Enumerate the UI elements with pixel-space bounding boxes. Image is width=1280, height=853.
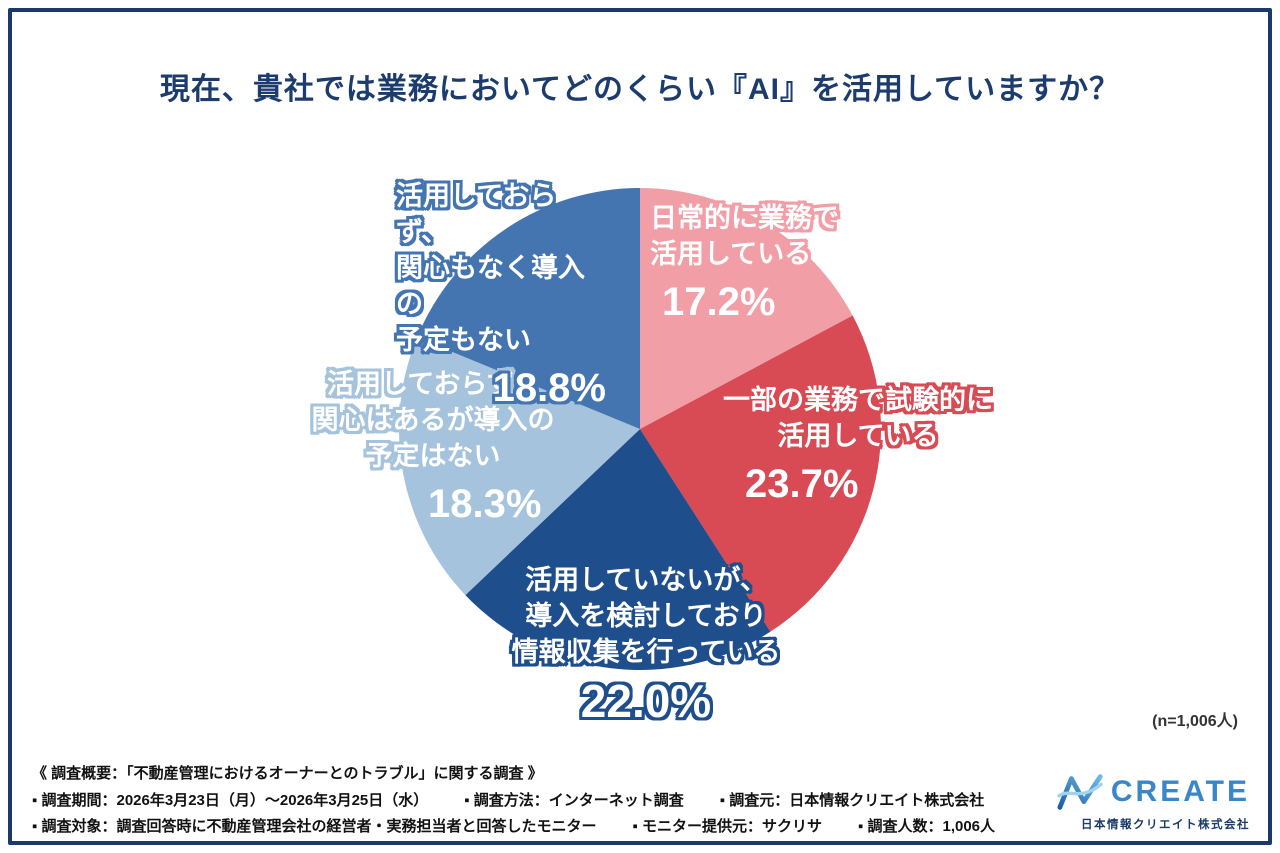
label-line: 活用しておらず、: [327, 369, 539, 399]
label-line: 一部の業務で試験的に: [723, 385, 993, 415]
pie-label-considering-text: 活用していないが、 導入を検討しており 情報収集を行っている: [490, 562, 802, 670]
survey-source: ▪ 調査元：日本情報クリエイト株式会社: [719, 792, 985, 809]
sample-size-note: (n=1,006人): [1152, 713, 1238, 730]
pie-label-considering: 活用していないが、 導入を検討しており 情報収集を行っている 22.0%: [490, 562, 802, 727]
survey-summary: 《 調査概要：「不動産管理におけるオーナーとのトラブル」に関する調査 》: [32, 765, 543, 782]
label-line: 予定はない: [365, 441, 501, 471]
label-line: 情報収集を行っている: [511, 637, 781, 667]
label-line: 活用している: [777, 421, 939, 451]
label-line: 導入を検討しており: [525, 601, 767, 631]
pie-label-daily-use-text: 日常的に業務で 活用している: [650, 200, 890, 272]
survey-footer: 《 調査概要：「不動産管理におけるオーナーとのトラブル」に関する調査 》 ▪ 調…: [32, 760, 995, 840]
pie-percent-daily-use: 17.2%: [662, 280, 776, 324]
pie-label-daily-use: 日常的に業務で 活用している 17.2%: [650, 200, 890, 324]
pie-label-trial-use-text: 一部の業務で試験的に 活用している: [703, 382, 1013, 454]
logo-row: CREATE: [1050, 772, 1250, 812]
create-logo-icon: [1057, 774, 1103, 810]
logo-company-name: 日本情報クリエイト株式会社: [1081, 819, 1250, 831]
logo-brand-text: CREATE: [1110, 775, 1250, 808]
label-line: 関心はあるが導入の: [311, 405, 555, 435]
survey-detail-row-1: ▪ 調査期間：2026年3月23日（月）〜2026年3月25日（水） ▪ 調査方…: [32, 788, 995, 814]
label-line: 活用している: [650, 239, 812, 269]
pie-percent-considering: 22.0%: [580, 675, 712, 727]
survey-method: ▪ 調査方法：インターネット調査: [464, 792, 684, 809]
pie-label-interested-no-plan: 活用しておらず、 関心はあるが導入の 予定はない 18.3%: [303, 366, 563, 526]
pie-label-interested-no-plan-text: 活用しておらず、 関心はあるが導入の 予定はない: [303, 366, 563, 474]
pie-slice-1: [640, 315, 881, 632]
survey-target: ▪ 調査対象：調査回答時に不動産管理会社の経営者・実務担当者と回答したモニター: [32, 818, 597, 835]
pie-slice-4: [417, 188, 640, 429]
survey-detail-row-2: ▪ 調査対象：調査回答時に不動産管理会社の経営者・実務担当者と回答したモニター …: [32, 814, 995, 840]
survey-monitor-provider: ▪ モニター提供元：サクリサ: [632, 818, 823, 835]
company-logo: CREATE 日本情報クリエイト株式会社: [1050, 772, 1250, 832]
survey-period: ▪ 調査期間：2026年3月23日（月）〜2026年3月25日（水）: [32, 792, 429, 809]
pie-slice-0: [640, 188, 853, 429]
label-line: 日常的に業務で: [650, 203, 839, 233]
label-line: 予定もない: [396, 325, 531, 355]
pie-percent-trial-use: 23.7%: [745, 462, 859, 506]
pie-label-no-interest-text: 活用しておらず、 関心もなく導入の 予定もない: [396, 178, 606, 358]
pie-slice-3: [399, 337, 640, 596]
pie-slice-2: [465, 429, 771, 670]
label-line: 活用しておらず、: [396, 181, 557, 247]
pie-percent-no-interest: 18.8%: [492, 366, 606, 410]
pie-percent-interested-no-plan: 18.3%: [428, 482, 542, 526]
label-line: 活用していないが、: [525, 565, 767, 595]
page-title: 現在、貴社では業務においてどのくらい『AI』を活用していますか？: [159, 73, 1121, 106]
pie-label-trial-use: 一部の業務で試験的に 活用している 23.7%: [703, 382, 1013, 506]
pie-chart: [399, 188, 881, 670]
pie-label-no-interest: 活用しておらず、 関心もなく導入の 予定もない 18.8%: [396, 178, 606, 410]
survey-respondent-count: ▪ 調査人数：1,006人: [858, 818, 996, 835]
label-line: 関心もなく導入の: [396, 253, 585, 319]
